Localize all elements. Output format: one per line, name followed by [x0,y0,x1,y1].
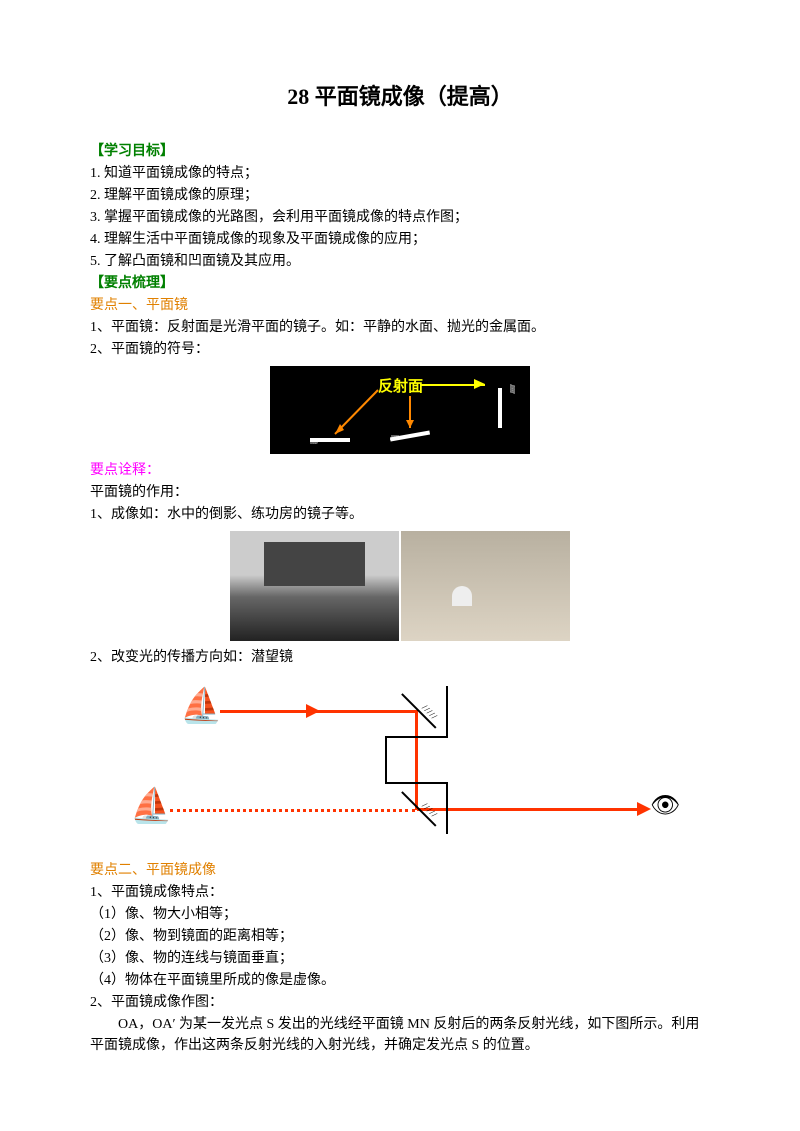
goal-5: 5. 了解凸面镜和凹面镜及其应用。 [90,251,710,272]
goal-3: 3. 掌握平面镜成像的光路图，会利用平面镜成像的特点作图； [90,207,710,228]
point2-line-2: （1）像、物大小相等； [90,904,710,925]
photo-reflection-water [230,531,399,641]
explain-a-1: 平面镜的作用： [90,482,710,503]
diagram-reflection-symbol: 反射面 ///////// //////// //////// [90,366,710,454]
ship-icon-bottom: ⛵ [130,790,172,824]
tube-top-h [385,736,448,738]
point2-heading: 要点二、平面镜成像 [90,860,710,881]
page-title: 28 平面镜成像（提高） [90,80,710,113]
tube-bot-right [446,782,448,834]
point2-line-5: （4）物体在平面镜里所成的像是虚像。 [90,970,710,991]
point2-line-1: 1、平面镜成像特点： [90,882,710,903]
goals-heading: 【学习目标】 [90,141,710,162]
point1-line-1: 1、平面镜：反射面是光滑平面的镜子。如：平静的水面、抛光的金属面。 [90,317,710,338]
tube-left-v [385,736,387,784]
explain-heading: 要点诠释： [90,460,710,481]
arrows-svg [270,366,530,454]
summary-heading: 【要点梳理】 [90,273,710,294]
tube-top-right [446,686,448,736]
goal-2: 2. 理解平面镜成像的原理； [90,185,710,206]
photo-dance-room [401,531,570,641]
point2-line-4: （3）像、物的连线与镜面垂直； [90,948,710,969]
ray-bottom-out [417,808,637,811]
arrowhead-top [306,704,320,718]
ship-icon-top: ⛵ [180,690,222,724]
ray-vertical [415,710,418,810]
diagram-periscope: ⛵ ⛵ 👁 [90,674,710,854]
ray-dotted [170,809,415,812]
tube-bot-h [385,782,448,784]
arrowhead-out [637,802,651,816]
diagram-photos [90,531,710,641]
explain-b-1: 2、改变光的传播方向如：潜望镜 [90,647,710,668]
goal-4: 4. 理解生活中平面镜成像的现象及平面镜成像的应用； [90,229,710,250]
point1-heading: 要点一、平面镜 [90,295,710,316]
point2-line-6: 2、平面镜成像作图： [90,992,710,1013]
paragraph-2: OA，OA′ 为某一发光点 S 发出的光线经平面镜 MN 反射后的两条反射光线，… [90,1014,710,1056]
explain-a-2: 1、成像如：水中的倒影、练功房的镜子等。 [90,504,710,525]
eye-icon: 👁 [650,794,680,818]
goal-1: 1. 知道平面镜成像的特点； [90,163,710,184]
point2-line-3: （2）像、物到镜面的距离相等； [90,926,710,947]
point1-line-2: 2、平面镜的符号： [90,339,710,360]
